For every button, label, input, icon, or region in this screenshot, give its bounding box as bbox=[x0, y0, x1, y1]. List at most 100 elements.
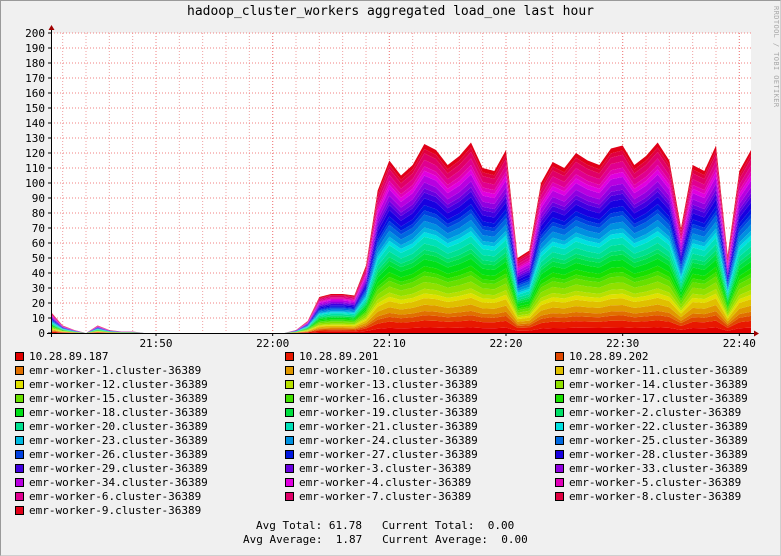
stats-line-total: Avg Total: 61.78 Current Total: 0.00 bbox=[256, 519, 515, 532]
legend-label: emr-worker-13.cluster-36389 bbox=[299, 378, 478, 391]
legend-swatch bbox=[15, 464, 24, 473]
legend-label: emr-worker-12.cluster-36389 bbox=[29, 378, 208, 391]
y-tick-label: 20 bbox=[32, 297, 45, 310]
legend-swatch bbox=[285, 450, 294, 459]
legend-label: emr-worker-8.cluster-36389 bbox=[569, 490, 742, 503]
legend-label: emr-worker-22.cluster-36389 bbox=[569, 420, 748, 433]
y-tick-label: 160 bbox=[25, 87, 45, 100]
legend-label: emr-worker-2.cluster-36389 bbox=[569, 406, 742, 419]
stack-layer-emr-worker-21.cluster-36389 bbox=[51, 236, 751, 333]
legend-label: emr-worker-10.cluster-36389 bbox=[299, 364, 478, 377]
legend-label: emr-worker-18.cluster-36389 bbox=[29, 406, 208, 419]
stack-layer-emr-worker-24.cluster-36389 bbox=[51, 220, 751, 333]
legend-swatch bbox=[285, 408, 294, 417]
stack-layer-emr-worker-33.cluster-36389 bbox=[51, 181, 751, 333]
legend-label: emr-worker-1.cluster-36389 bbox=[29, 364, 202, 377]
y-tick-label: 100 bbox=[25, 177, 45, 190]
stack-layer-emr-worker-13.cluster-36389 bbox=[51, 288, 751, 333]
legend-swatch bbox=[15, 380, 24, 389]
stack-layer-emr-worker-11.cluster-36389 bbox=[51, 297, 751, 333]
rrdtool-watermark: RRDTOOL / TOBI OETIKER bbox=[772, 6, 780, 108]
legend-label: emr-worker-25.cluster-36389 bbox=[569, 434, 748, 447]
legend-swatch bbox=[285, 492, 294, 501]
legend-label: emr-worker-14.cluster-36389 bbox=[569, 378, 748, 391]
legend-swatch bbox=[285, 352, 294, 361]
legend-swatch bbox=[285, 366, 294, 375]
legend-label: emr-worker-15.cluster-36389 bbox=[29, 392, 208, 405]
stack-layer-emr-worker-15.cluster-36389 bbox=[51, 275, 751, 333]
y-tick-label: 90 bbox=[32, 192, 45, 205]
legend-label: emr-worker-6.cluster-36389 bbox=[29, 490, 202, 503]
legend-label: emr-worker-7.cluster-36389 bbox=[299, 490, 472, 503]
legend-label: emr-worker-17.cluster-36389 bbox=[569, 392, 748, 405]
y-tick-label: 0 bbox=[38, 327, 45, 340]
x-tick-label: 22:40 bbox=[723, 337, 756, 350]
y-tick-label: 180 bbox=[25, 57, 45, 70]
y-tick-label: 60 bbox=[32, 237, 45, 250]
y-tick-label: 150 bbox=[25, 102, 45, 115]
y-tick-label: 110 bbox=[25, 162, 45, 175]
legend-label: 10.28.89.187 bbox=[29, 350, 109, 363]
stack-layer-emr-worker-22.cluster-36389 bbox=[51, 231, 751, 333]
y-tick-label: 70 bbox=[32, 222, 45, 235]
legend-swatch bbox=[15, 366, 24, 375]
stack-layer-emr-worker-6.cluster-36389 bbox=[51, 158, 751, 333]
stack-layer-emr-worker-18.cluster-36389 bbox=[51, 258, 751, 333]
legend-swatch bbox=[15, 352, 24, 361]
legend-label: emr-worker-11.cluster-36389 bbox=[569, 364, 748, 377]
legend-swatch bbox=[555, 352, 564, 361]
plot-area: 0 10 20 30 40 50 60 70 80 90 100 110 120 130 140 150 160… bbox=[25, 25, 759, 350]
axes bbox=[47, 25, 759, 337]
legend-label: emr-worker-19.cluster-36389 bbox=[299, 406, 478, 419]
stack-layer-emr-worker-28.cluster-36389 bbox=[51, 197, 751, 333]
stack-layer-10.28.89.201 bbox=[51, 320, 751, 333]
stack-layer-emr-worker-34.cluster-36389 bbox=[51, 174, 751, 333]
legend-swatch bbox=[15, 394, 24, 403]
legend-swatch bbox=[555, 422, 564, 431]
legend-swatch bbox=[15, 436, 24, 445]
legend-swatch bbox=[285, 394, 294, 403]
legend-swatch bbox=[555, 408, 564, 417]
legend-label: 10.28.89.202 bbox=[569, 350, 649, 363]
legend-swatch bbox=[555, 464, 564, 473]
x-tick-label: 22:20 bbox=[489, 337, 522, 350]
legend-label: emr-worker-5.cluster-36389 bbox=[569, 476, 742, 489]
stack-layer-emr-worker-26.cluster-36389 bbox=[51, 209, 751, 333]
legend-swatch bbox=[285, 478, 294, 487]
stack-layer-emr-worker-2.cluster-36389 bbox=[51, 249, 751, 333]
legend-label: 10.28.89.201 bbox=[299, 350, 379, 363]
legend-label: emr-worker-20.cluster-36389 bbox=[29, 420, 208, 433]
stack-layer-emr-worker-7.cluster-36389 bbox=[51, 151, 751, 333]
y-tick-label: 30 bbox=[32, 282, 45, 295]
y-tick-label: 120 bbox=[25, 147, 45, 160]
legend-label: emr-worker-26.cluster-36389 bbox=[29, 448, 208, 461]
y-tick-label: 200 bbox=[25, 27, 45, 40]
legend: 10.28.89.187 10.28.89.201 10.28.89.202 emr-… bbox=[0, 350, 781, 522]
stack-layer-10.28.89.187 bbox=[51, 327, 751, 333]
legend-swatch bbox=[285, 464, 294, 473]
y-tick-label: 170 bbox=[25, 72, 45, 85]
stack-layer-emr-worker-25.cluster-36389 bbox=[51, 213, 751, 333]
stack-layer-emr-worker-17.cluster-36389 bbox=[51, 265, 751, 333]
legend-swatch bbox=[555, 436, 564, 445]
stack-layer-10.28.89.202 bbox=[51, 315, 751, 333]
y-axis-arrow bbox=[48, 25, 55, 30]
y-tick-label: 140 bbox=[25, 117, 45, 130]
stack-layer-emr-worker-23.cluster-36389 bbox=[51, 226, 751, 333]
legend-label: emr-worker-27.cluster-36389 bbox=[299, 448, 478, 461]
y-axis-tick-labels: 0 10 20 30 40 50 60 70 80 90 100 110 120 130 140 150 160… bbox=[25, 27, 45, 340]
x-tick-label: 21:50 bbox=[139, 337, 172, 350]
legend-swatch bbox=[15, 492, 24, 501]
legend-label: emr-worker-3.cluster-36389 bbox=[299, 462, 472, 475]
legend-swatch bbox=[555, 380, 564, 389]
x-tick-label: 22:00 bbox=[256, 337, 289, 350]
stack-layer-emr-worker-27.cluster-36389 bbox=[51, 204, 751, 333]
x-axis-tick-labels: 21:50 22:00 22:10 22:20 22:30 22:40 bbox=[139, 337, 755, 350]
legend-swatch bbox=[555, 478, 564, 487]
stack-layer-emr-worker-29.cluster-36389 bbox=[51, 191, 751, 333]
y-tick-label: 50 bbox=[32, 252, 45, 265]
legend-label: emr-worker-4.cluster-36389 bbox=[299, 476, 472, 489]
x-tick-label: 22:10 bbox=[373, 337, 406, 350]
legend-swatch bbox=[555, 450, 564, 459]
legend-label: emr-worker-28.cluster-36389 bbox=[569, 448, 748, 461]
